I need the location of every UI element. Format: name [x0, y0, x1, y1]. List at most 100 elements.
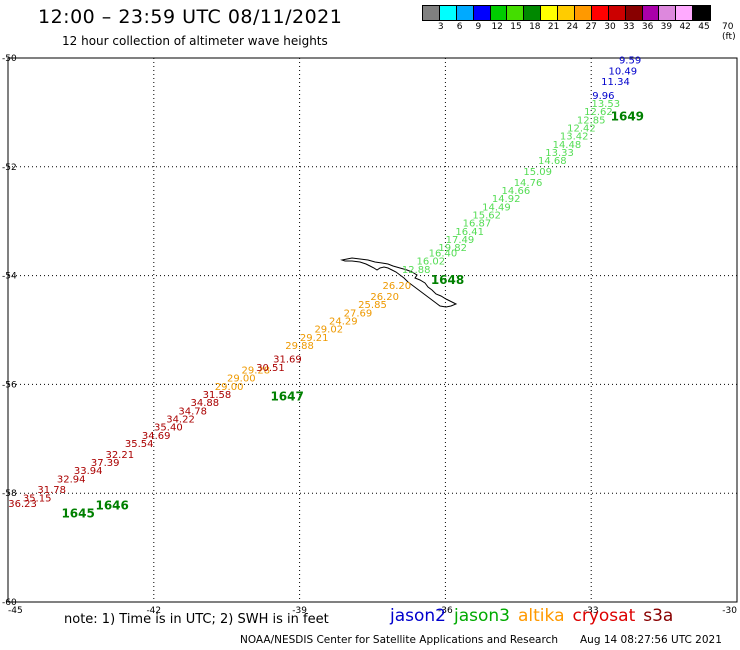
- cryosat-swh-label: 36.23: [8, 499, 37, 510]
- altika-swh-label: 29.02: [314, 325, 343, 336]
- time-mark-label: 1645: [61, 507, 94, 521]
- jason3-swh-label: 16.41: [455, 227, 484, 238]
- altika-swh-label: 25.85: [358, 300, 387, 311]
- legend-swatch: [693, 6, 711, 20]
- sat-s3a: s3a: [643, 606, 674, 626]
- jason3-swh-label: 14.49: [482, 202, 511, 213]
- island-outline: [340, 257, 458, 308]
- cryosat-swh-label: 34.88: [191, 398, 220, 409]
- jason3-swh-label: 14.76: [514, 178, 543, 189]
- jason3-swh-label: 15.62: [472, 210, 501, 221]
- cryosat-swh-label: 35.54: [125, 439, 154, 450]
- altika-swh-label: 27.69: [344, 308, 373, 319]
- legend-label: 42: [679, 22, 691, 32]
- altika-swh-label: 26.20: [370, 292, 399, 303]
- altika-swh-label: 29.21: [300, 333, 329, 344]
- cryosat-swh-label: 37.39: [91, 458, 120, 469]
- legend-swatch: [541, 6, 559, 20]
- altika-swh-label: 26.20: [382, 281, 411, 292]
- legend-label: 24: [566, 22, 579, 32]
- lat-tick-label: -52: [2, 163, 17, 173]
- jason3-swh-label: 14.66: [502, 186, 531, 197]
- legend-swatch: [490, 6, 508, 20]
- satellite-legend: jason2 jason3 altika cryosat s3a: [390, 606, 681, 626]
- legend-label: 3: [437, 22, 444, 32]
- time-mark-label: 1648: [431, 273, 464, 287]
- legend-label: 36: [641, 22, 654, 32]
- legend-label: 27: [585, 22, 597, 32]
- lon-tick-label: -36: [438, 606, 453, 616]
- legend-swatch: [575, 6, 592, 20]
- time-mark-label: 1647: [270, 390, 303, 404]
- lat-tick-label: -60: [2, 598, 17, 608]
- credit-line: NOAA/NESDIS Center for Satellite Applica…: [240, 634, 558, 646]
- cryosat-swh-label: 30.51: [256, 363, 285, 374]
- legend-swatch: [507, 6, 525, 20]
- legend-label: 18: [529, 22, 541, 32]
- south-georgia-island: [340, 257, 458, 308]
- lon-tick-label: -39: [292, 606, 307, 616]
- jason3-swh-label: 16.02: [416, 257, 445, 268]
- cryosat-swh-label: 32.21: [105, 450, 134, 461]
- legend-label: 39: [660, 22, 673, 32]
- cryosat-swh-label: 34.78: [178, 406, 207, 417]
- jason3-swh-label: 13.33: [545, 148, 574, 159]
- graticule: [7, 57, 738, 603]
- lon-tick-label: -30: [722, 606, 737, 616]
- cryosat-swh-label: 33.94: [74, 466, 103, 477]
- axis-labels: -45 -42 -39 -36 -33 -30 -50 -52 -54 -56 -58 -60: [2, 54, 737, 616]
- legend-label: 70 (ft): [722, 22, 736, 42]
- sat-jason3: jason3: [454, 606, 510, 626]
- legend-swatch: [423, 6, 440, 20]
- cryosat-swh-label: 31.69: [273, 355, 302, 366]
- jason3-swh-label: 12.88: [402, 265, 431, 276]
- cryosat-swh-label: 34.69: [142, 431, 171, 442]
- legend-label: 15: [510, 22, 522, 32]
- altika-swh-label: 24.29: [329, 317, 358, 328]
- cryosat-swh-label: 32.94: [57, 474, 86, 485]
- jason3-swh-label: 14.48: [553, 140, 582, 151]
- jason3-swh-label: 15.09: [523, 167, 552, 178]
- time-mark-label: 1649: [611, 110, 644, 124]
- lon-tick-label: -42: [146, 606, 161, 616]
- legend-swatch: [439, 6, 457, 20]
- jason2-swh-label: 11.34: [601, 77, 630, 88]
- jason3-swh-label: 17.49: [446, 235, 475, 246]
- legend-label: 30: [604, 22, 616, 32]
- footer-note: note: 1) Time is in UTC; 2) SWH is in fe…: [64, 612, 329, 627]
- legend-label: 12: [491, 22, 503, 32]
- altika-swh-label: 29.00: [215, 382, 244, 393]
- legend-swatch: [473, 6, 491, 20]
- legend-swatch: [659, 6, 677, 20]
- jason2-swh-label: 9.59: [619, 55, 641, 66]
- jason3-swh-label: 16.40: [429, 249, 458, 260]
- altimeter-tracks: 9.5910.4911.349.9613.5312.6212.8512.4213…: [8, 55, 641, 509]
- generation-timestamp: Aug 14 08:27:56 UTC 2021: [580, 634, 722, 646]
- cryosat-swh-label: 35.40: [154, 423, 183, 434]
- lat-tick-label: -56: [2, 380, 17, 390]
- altika-swh-label: 29.88: [285, 341, 314, 352]
- lat-tick-label: -54: [2, 272, 17, 282]
- legend-swatch: [625, 6, 643, 20]
- legend-swatch: [456, 6, 474, 20]
- legend-swatch: [642, 6, 660, 20]
- jason2-swh-label: 10.49: [608, 66, 637, 77]
- jason3-swh-label: 14.68: [538, 156, 567, 167]
- jason3-swh-label: 19.82: [438, 243, 467, 254]
- jason3-swh-label: 13.53: [591, 99, 620, 110]
- lon-tick-label: -45: [8, 606, 23, 616]
- cryosat-swh-label: 35.15: [23, 493, 52, 504]
- jason3-swh-label: 12.62: [584, 107, 613, 118]
- wave-height-color-legend: [422, 5, 712, 21]
- jason3-swh-label: 14.92: [492, 194, 521, 205]
- legend-labels: 3 6 9 12 15 18 21 24 27 30 33 36 39 42 45 70 (ft): [422, 22, 740, 42]
- lon-tick-label: -33: [584, 606, 599, 616]
- legend-swatch: [591, 6, 609, 20]
- legend-label: 6: [456, 22, 463, 32]
- sat-jason2: jason2: [390, 606, 446, 626]
- page-subtitle: 12 hour collection of altimeter wave hei…: [62, 34, 328, 48]
- lat-tick-label: -50: [2, 54, 17, 64]
- page-title: 12:00 – 23:59 UTC 08/11/2021: [38, 6, 343, 28]
